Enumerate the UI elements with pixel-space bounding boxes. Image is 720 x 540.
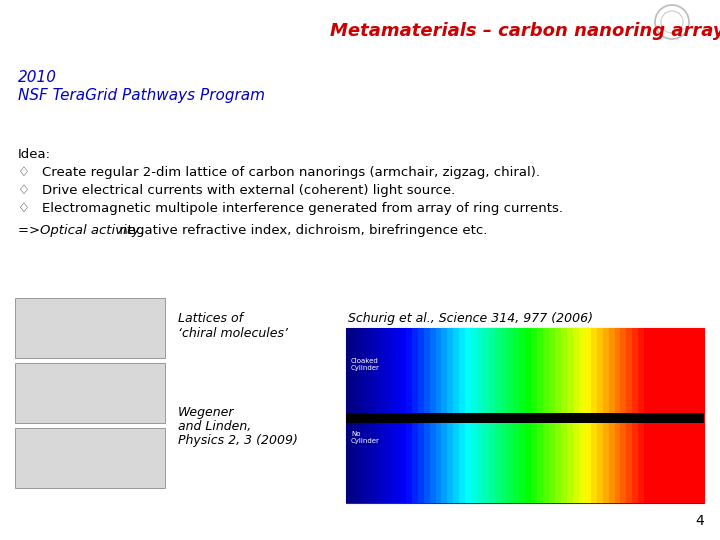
Bar <box>686 328 693 503</box>
Text: ♢: ♢ <box>18 202 38 215</box>
Bar <box>561 328 568 503</box>
Bar <box>370 328 377 503</box>
Text: Lattices of: Lattices of <box>178 312 243 325</box>
Text: Cloaked
Cylinder: Cloaked Cylinder <box>351 358 380 371</box>
Bar <box>525 328 532 503</box>
Text: ‘chiral molecules’: ‘chiral molecules’ <box>178 327 288 340</box>
Bar <box>668 328 675 503</box>
Text: Optical activity:: Optical activity: <box>40 224 144 237</box>
Text: negative refractive index, dichroism, birefringence etc.: negative refractive index, dichroism, bi… <box>115 224 487 237</box>
Bar <box>418 328 425 503</box>
Bar <box>632 328 639 503</box>
Text: ♢: ♢ <box>18 166 38 179</box>
Bar <box>692 328 699 503</box>
Bar <box>608 328 616 503</box>
Bar <box>650 328 657 503</box>
Bar <box>430 328 436 503</box>
Bar <box>436 328 443 503</box>
Text: =>: => <box>18 224 45 237</box>
Bar <box>662 328 669 503</box>
Bar <box>441 328 449 503</box>
Bar <box>405 328 413 503</box>
Text: No
Cylinder: No Cylinder <box>351 431 380 444</box>
Bar <box>579 328 585 503</box>
FancyBboxPatch shape <box>346 328 704 503</box>
Bar <box>656 328 663 503</box>
FancyBboxPatch shape <box>15 298 165 358</box>
Bar <box>507 328 514 503</box>
Bar <box>346 413 704 423</box>
Bar <box>358 328 365 503</box>
Bar <box>394 328 401 503</box>
Bar <box>543 328 550 503</box>
Bar <box>626 328 634 503</box>
Bar <box>614 328 621 503</box>
Bar <box>644 328 652 503</box>
Text: Create regular 2-dim lattice of carbon nanorings (armchair, zigzag, chiral).: Create regular 2-dim lattice of carbon n… <box>42 166 540 179</box>
Bar <box>483 328 490 503</box>
Bar <box>597 328 603 503</box>
Text: Drive electrical currents with external (coherent) light source.: Drive electrical currents with external … <box>42 184 455 197</box>
Bar <box>585 328 592 503</box>
Text: and Linden,: and Linden, <box>178 420 251 433</box>
Bar <box>412 328 418 503</box>
Bar <box>346 328 353 503</box>
Bar <box>501 328 508 503</box>
Bar <box>352 328 359 503</box>
Bar <box>674 328 681 503</box>
Bar <box>400 328 407 503</box>
Text: 4: 4 <box>696 514 704 528</box>
Bar <box>382 328 389 503</box>
Bar <box>621 328 627 503</box>
Bar <box>388 328 395 503</box>
Bar <box>519 328 526 503</box>
Bar <box>639 328 645 503</box>
Bar <box>590 328 598 503</box>
Bar <box>472 328 478 503</box>
Text: Physics 2, 3 (2009): Physics 2, 3 (2009) <box>178 434 298 447</box>
Text: 2010: 2010 <box>18 70 57 85</box>
Bar <box>465 328 472 503</box>
Bar <box>567 328 574 503</box>
FancyBboxPatch shape <box>15 428 165 488</box>
Bar <box>376 328 383 503</box>
Bar <box>454 328 460 503</box>
Text: Wegener: Wegener <box>178 406 235 419</box>
Bar <box>537 328 544 503</box>
Bar <box>423 328 431 503</box>
Bar <box>513 328 520 503</box>
Bar <box>549 328 556 503</box>
Bar <box>477 328 485 503</box>
Bar <box>531 328 538 503</box>
Bar <box>489 328 496 503</box>
Bar <box>459 328 467 503</box>
Text: Idea:: Idea: <box>18 148 51 161</box>
Bar <box>495 328 502 503</box>
Bar <box>364 328 371 503</box>
Text: ♢: ♢ <box>18 184 38 197</box>
Bar <box>698 328 705 503</box>
Bar <box>555 328 562 503</box>
Text: Schurig et al., Science 314, 977 (2006): Schurig et al., Science 314, 977 (2006) <box>348 312 593 325</box>
Bar <box>680 328 687 503</box>
Bar <box>447 328 454 503</box>
Text: NSF TeraGrid Pathways Program: NSF TeraGrid Pathways Program <box>18 88 265 103</box>
Text: Metamaterials – carbon nanoring arrays and plasmonics: Metamaterials – carbon nanoring arrays a… <box>330 22 720 40</box>
Bar <box>603 328 610 503</box>
Bar <box>572 328 580 503</box>
Text: Electromagnetic multipole interference generated from array of ring currents.: Electromagnetic multipole interference g… <box>42 202 563 215</box>
FancyBboxPatch shape <box>15 363 165 423</box>
